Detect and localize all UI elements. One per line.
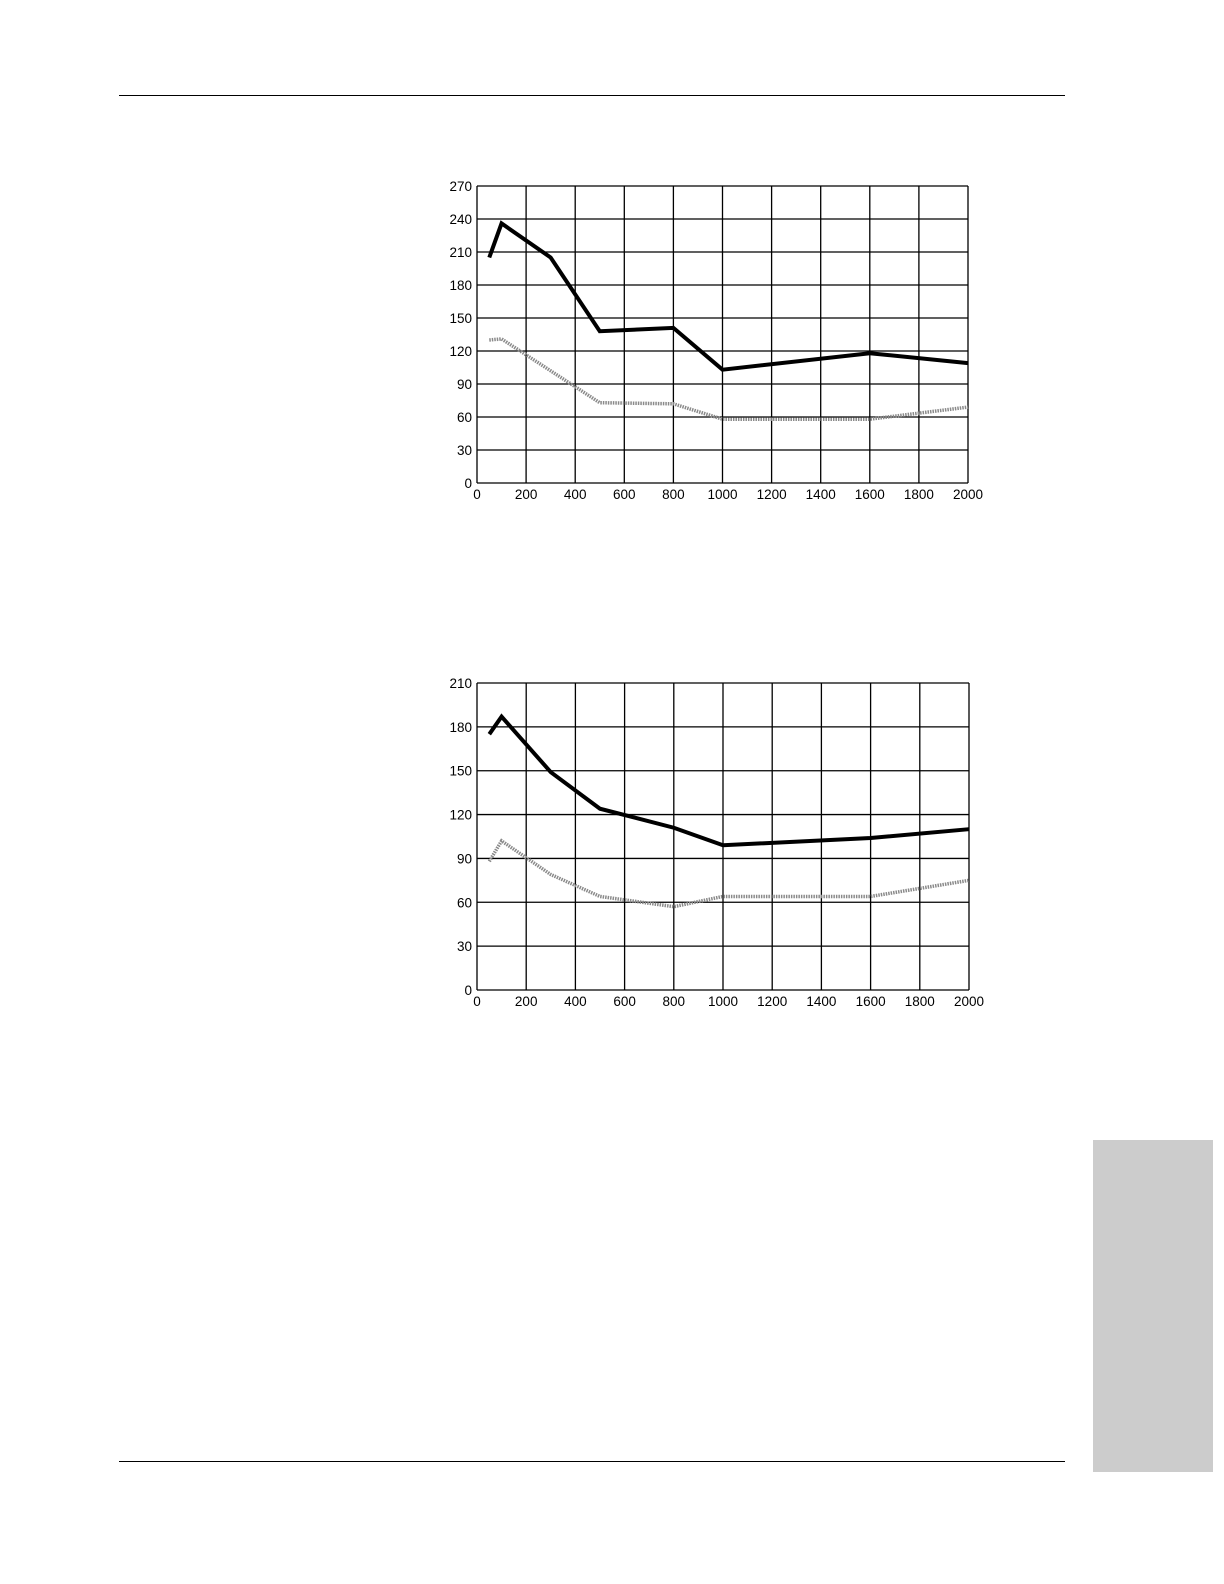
x-tick-label: 800 [663, 994, 686, 1009]
y-tick-label: 180 [449, 278, 472, 293]
chart-1: 0 200 400 600 800 1000 1200 1400 1600 1800 2000 0 30… [449, 179, 983, 502]
y-tick-label: 0 [464, 476, 472, 491]
y-tick-label: 240 [449, 212, 472, 227]
x-tick-label: 1600 [856, 994, 886, 1009]
x-tick-label: 2000 [953, 487, 983, 502]
y-tick-label: 30 [457, 443, 472, 458]
x-tick-label: 0 [473, 994, 481, 1009]
x-tick-label: 2000 [954, 994, 984, 1009]
series-line-1 [487, 713, 970, 848]
x-tick-label: 1800 [904, 487, 934, 502]
x-tick-label: 1200 [757, 487, 787, 502]
side-section-tab [1093, 1140, 1213, 1472]
x-tick-label: 0 [473, 487, 481, 502]
header-rule [119, 95, 1065, 96]
y-tick-label: 90 [457, 851, 472, 866]
x-tick-label: 400 [564, 487, 587, 502]
y-tick-label: 210 [449, 245, 472, 260]
y-tick-label: 30 [457, 939, 472, 954]
x-tick-label: 400 [564, 994, 587, 1009]
x-tick-label: 600 [613, 487, 636, 502]
y-tick-label: 60 [457, 895, 472, 910]
x-tick-label: 600 [613, 994, 636, 1009]
x-tick-label: 1200 [757, 994, 787, 1009]
footer-rule [119, 1461, 1065, 1462]
series-line-2 [489, 337, 969, 421]
x-tick-label: 200 [515, 994, 538, 1009]
x-tick-label: 1400 [806, 487, 836, 502]
chart-2: 0 200 400 600 800 1000 1200 1400 1600 1800 2000 0 30… [449, 676, 984, 1009]
x-tick-label: 1600 [855, 487, 885, 502]
y-tick-label: 120 [449, 808, 472, 823]
y-tick-label: 60 [457, 410, 472, 425]
x-tick-label: 800 [662, 487, 685, 502]
y-tick-label: 150 [449, 311, 472, 326]
x-tick-label: 1400 [806, 994, 836, 1009]
y-tick-label: 90 [457, 377, 472, 392]
x-tick-label: 200 [515, 487, 538, 502]
y-tick-label: 210 [449, 676, 472, 691]
series-line-2 [487, 838, 970, 909]
x-tick-label: 1800 [905, 994, 935, 1009]
x-tick-label: 1000 [707, 487, 737, 502]
series-line-1 [487, 220, 969, 372]
y-tick-label: 0 [464, 983, 472, 998]
y-tick-label: 120 [449, 344, 472, 359]
y-tick-label: 270 [449, 179, 472, 194]
x-tick-label: 1000 [708, 994, 738, 1009]
y-tick-label: 180 [449, 720, 472, 735]
y-tick-label: 150 [449, 764, 472, 779]
